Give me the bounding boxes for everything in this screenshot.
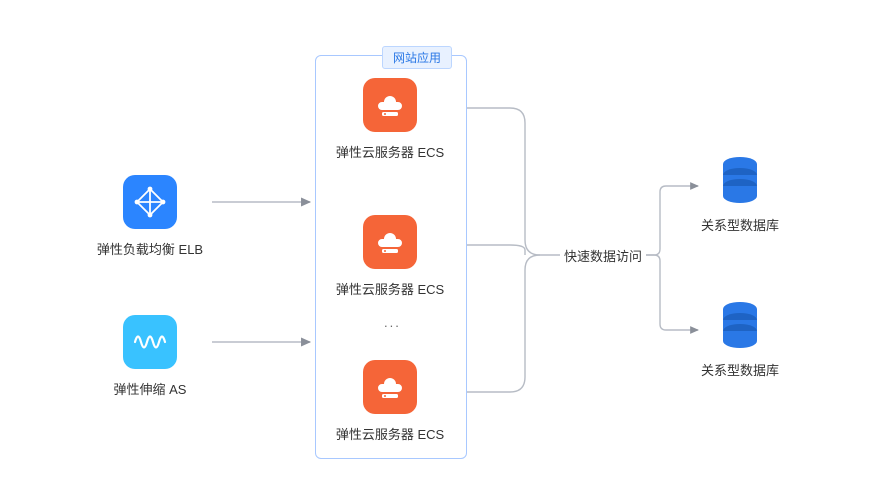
ecs-icon <box>363 78 417 132</box>
edge-ecs1-merge <box>467 108 560 255</box>
edge-ecs3-merge <box>467 255 540 392</box>
node-db-1-label: 关系型数据库 <box>701 215 779 234</box>
ecs-ellipsis: ... <box>384 315 401 330</box>
elb-icon <box>123 175 177 229</box>
node-db-2: 关系型数据库 <box>680 300 800 379</box>
node-elb: 弹性负载均衡 ELB <box>90 175 210 258</box>
ecs-icon <box>363 360 417 414</box>
node-ecs-1-label: 弹性云服务器 ECS <box>336 142 444 161</box>
node-as: 弹性伸缩 AS <box>90 315 210 398</box>
group-title: 网站应用 <box>382 46 452 69</box>
node-elb-label: 弹性负载均衡 ELB <box>97 239 203 258</box>
node-ecs-2-label: 弹性云服务器 ECS <box>336 279 444 298</box>
node-ecs-3-label: 弹性云服务器 ECS <box>336 424 444 443</box>
edge-ecs2-merge <box>467 245 525 255</box>
node-ecs-2: 弹性云服务器 ECS <box>330 215 450 298</box>
db-icon <box>718 155 762 205</box>
node-db-2-label: 关系型数据库 <box>701 360 779 379</box>
node-as-label: 弹性伸缩 AS <box>114 379 187 398</box>
as-icon <box>123 315 177 369</box>
edge-label-fast-access: 快速数据访问 <box>560 246 646 265</box>
node-db-1: 关系型数据库 <box>680 155 800 234</box>
node-ecs-3: 弹性云服务器 ECS <box>330 360 450 443</box>
ecs-icon <box>363 215 417 269</box>
node-ecs-1: 弹性云服务器 ECS <box>330 78 450 161</box>
db-icon <box>718 300 762 350</box>
